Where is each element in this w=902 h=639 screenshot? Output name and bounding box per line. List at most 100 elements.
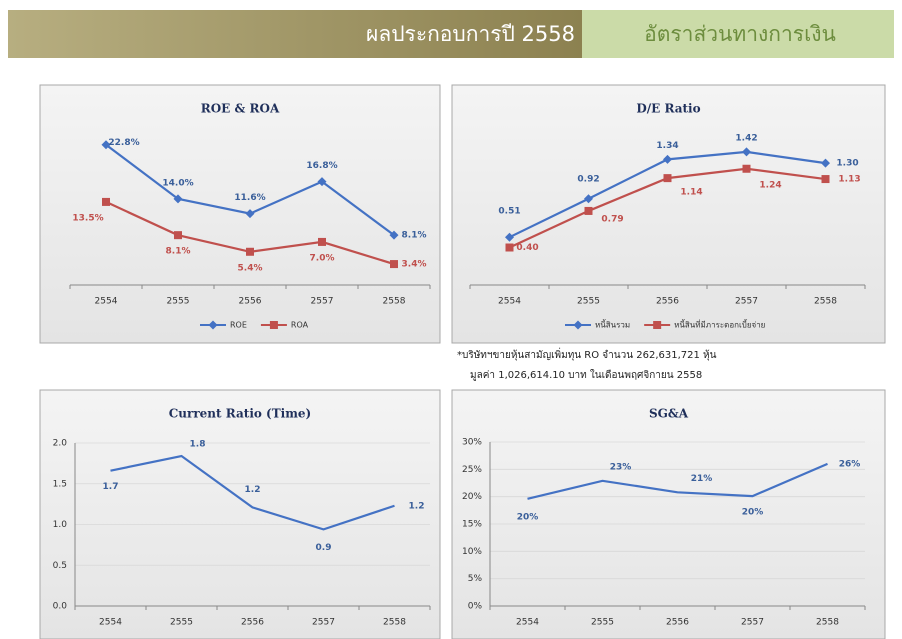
y-tick-label: 20% — [462, 492, 482, 502]
y-tick-label: 10% — [462, 547, 482, 557]
data-label: 1.2 — [409, 501, 425, 511]
y-tick-label: 5% — [468, 574, 483, 584]
data-label: 14.0% — [162, 178, 193, 188]
marker — [663, 154, 672, 164]
data-label: 1.24 — [759, 180, 781, 190]
chart-frame — [451, 84, 886, 344]
x-tick-label: 2555 — [591, 618, 614, 628]
chart-title: D/E Ratio — [636, 102, 700, 116]
legend-label: หนี้สินที่มีภาระดอกเบี้ยจ่าย — [674, 319, 765, 330]
data-label: 0.9 — [316, 543, 332, 553]
data-label: 1.30 — [836, 159, 858, 169]
chart-frame — [451, 389, 886, 639]
data-label: 16.8% — [306, 161, 337, 171]
marker — [208, 320, 218, 330]
chart-frame — [39, 389, 441, 639]
marker — [174, 231, 182, 240]
chart-frame — [39, 84, 441, 344]
x-tick-label: 2554 — [95, 297, 118, 307]
x-tick-label: 2558 — [383, 297, 406, 307]
marker — [246, 247, 254, 256]
header-title: ผลประกอบการปี 2558 — [366, 22, 575, 46]
y-tick-label: 0.5 — [53, 561, 67, 571]
marker — [269, 321, 278, 329]
y-tick-label: 30% — [462, 438, 482, 448]
data-label: 1.7 — [103, 482, 119, 492]
x-tick-label: 2558 — [814, 297, 837, 307]
y-tick-label: 25% — [462, 465, 482, 475]
chart-title: Current Ratio (Time) — [169, 407, 311, 421]
footnote: *บริษัทฯขายหุ้นสามัญเพิ่มทุน RO จำนวน 26… — [457, 347, 717, 361]
x-tick-label: 2557 — [735, 297, 758, 307]
data-label: 13.5% — [72, 213, 103, 223]
chart-title: ROE & ROA — [201, 102, 280, 116]
marker — [573, 320, 583, 330]
marker — [173, 194, 183, 204]
y-tick-label: 0% — [468, 602, 483, 612]
x-tick-label: 2554 — [498, 297, 521, 307]
marker — [317, 177, 327, 187]
x-tick-label: 2558 — [383, 618, 406, 628]
x-tick-label: 2555 — [170, 618, 193, 628]
data-label: 5.4% — [238, 263, 263, 273]
data-label: 1.42 — [735, 133, 757, 143]
data-label: 26% — [839, 459, 861, 469]
y-tick-label: 1.0 — [53, 520, 68, 530]
x-tick-label: 2554 — [516, 618, 539, 628]
header-section-bar — [582, 10, 894, 58]
data-label: 23% — [610, 462, 632, 472]
marker — [821, 175, 830, 184]
x-tick-label: 2557 — [741, 618, 764, 628]
y-tick-label: 15% — [462, 520, 482, 530]
data-label: 1.13 — [838, 175, 860, 185]
x-tick-label: 2556 — [239, 297, 262, 307]
data-label: 0.40 — [516, 243, 538, 253]
data-label: 1.14 — [680, 188, 702, 198]
x-tick-label: 2555 — [167, 297, 190, 307]
y-tick-label: 1.5 — [53, 479, 67, 489]
y-tick-label: 2.0 — [53, 439, 68, 449]
footnote: มูลค่า 1,026,614.10 บาท ในเดือนพฤศจิกายน… — [470, 369, 702, 381]
x-tick-label: 2555 — [577, 297, 600, 307]
series-line — [527, 462, 828, 500]
data-label: 7.0% — [310, 253, 335, 263]
data-label: 0.51 — [498, 207, 520, 217]
x-tick-label: 2554 — [99, 618, 122, 628]
chart-title: SG&A — [649, 407, 689, 421]
marker — [389, 230, 399, 240]
marker — [663, 174, 672, 183]
data-label: 8.1% — [402, 231, 427, 241]
y-tick-label: 0.0 — [53, 602, 68, 612]
legend-label: ROA — [291, 321, 309, 330]
data-label: 1.8 — [190, 440, 206, 450]
legend-label: ROE — [230, 321, 247, 330]
header-section: อัตราส่วนทางการเงิน — [644, 22, 836, 46]
header-bar — [8, 10, 582, 58]
x-tick-label: 2557 — [312, 618, 335, 628]
data-label: 11.6% — [234, 193, 265, 203]
marker — [318, 237, 326, 246]
x-tick-label: 2556 — [666, 618, 689, 628]
data-label: 3.4% — [402, 260, 427, 270]
series-line — [110, 454, 395, 531]
marker — [584, 194, 593, 204]
marker — [742, 164, 751, 173]
data-label: 1.2 — [245, 485, 261, 495]
marker — [584, 206, 593, 215]
marker — [505, 232, 514, 242]
marker — [505, 243, 514, 252]
marker — [742, 147, 751, 157]
x-tick-label: 2558 — [816, 618, 839, 628]
marker — [101, 140, 111, 150]
data-label: 22.8% — [108, 138, 139, 148]
data-label: 0.92 — [577, 174, 599, 184]
data-label: 20% — [517, 512, 539, 522]
marker — [102, 197, 110, 206]
x-tick-label: 2556 — [656, 297, 679, 307]
data-label: 20% — [742, 508, 764, 518]
data-label: 1.34 — [656, 141, 678, 151]
marker — [390, 260, 398, 269]
marker — [653, 321, 662, 329]
marker — [821, 158, 830, 168]
